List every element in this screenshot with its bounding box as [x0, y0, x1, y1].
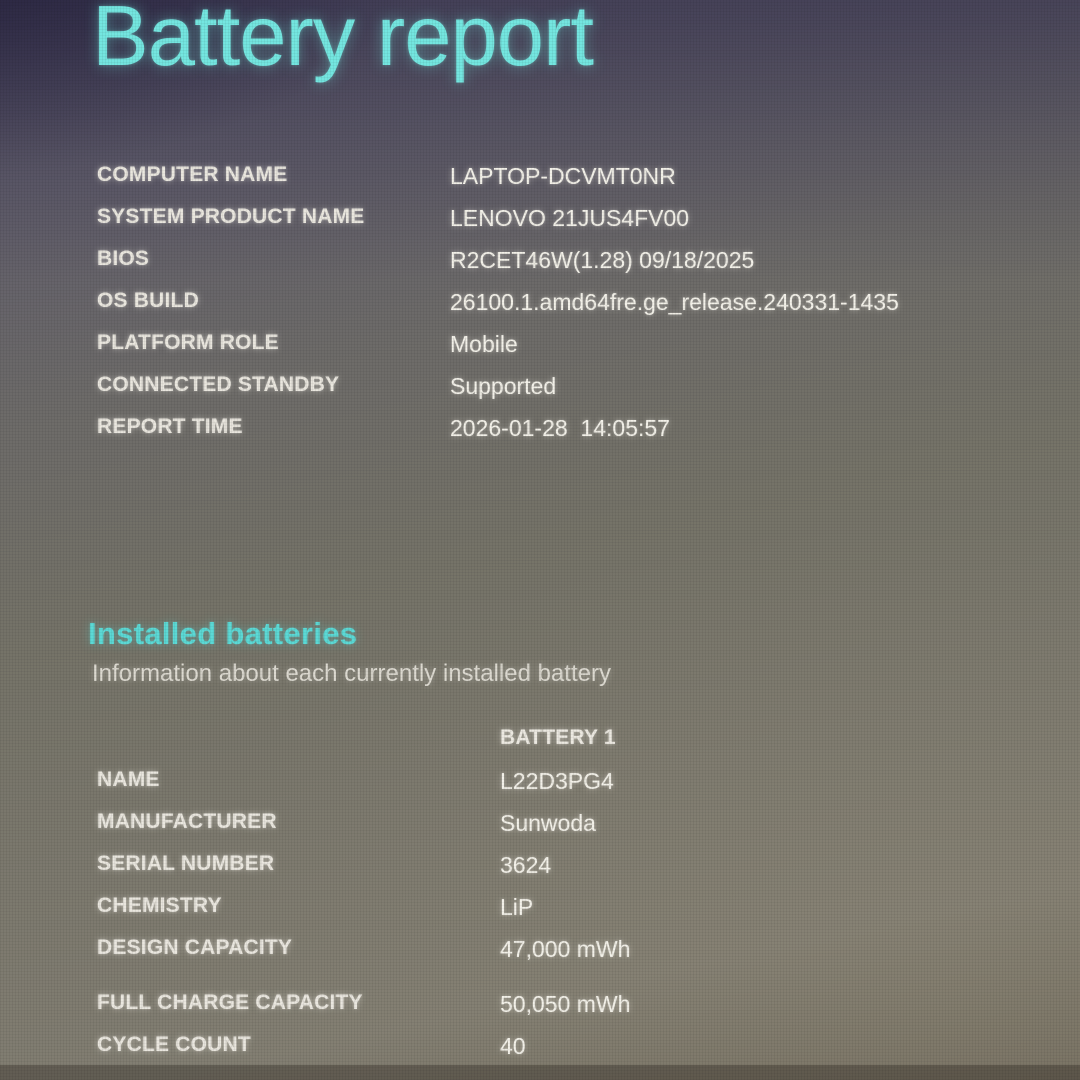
row-value: LiP	[500, 894, 534, 920]
row-value: Supported	[450, 373, 557, 399]
row-value: R2CET46W(1.28) 09/18/2025	[450, 247, 755, 273]
page-title: Battery report	[92, 0, 594, 84]
row-label: SERIAL NUMBER	[97, 852, 275, 875]
row-label: COMPUTER NAME	[97, 163, 288, 186]
row-label: CYCLE COUNT	[97, 1033, 251, 1056]
table-row: CHEMISTRY LiP	[97, 894, 1037, 936]
row-value: 2026-01-28 14:05:57	[450, 415, 670, 441]
table-row: NAME L22D3PG4	[97, 768, 1037, 810]
row-label: SYSTEM PRODUCT NAME	[97, 205, 365, 228]
row-label: OS BUILD	[97, 289, 199, 312]
table-row: BIOS R2CET46W(1.28) 09/18/2025	[97, 247, 1037, 289]
battery-table: BATTERY 1 NAME L22D3PG4 MANUFACTURER Sun…	[97, 726, 1037, 1075]
table-row: CONNECTED STANDBY Supported	[97, 373, 1037, 415]
table-row: FULL CHARGE CAPACITY 50,050 mWh	[97, 991, 1037, 1033]
row-value: 50,050 mWh	[500, 991, 631, 1017]
table-row: MANUFACTURER Sunwoda	[97, 810, 1037, 852]
row-label: NAME	[97, 768, 160, 791]
table-row: OS BUILD 26100.1.amd64fre.ge_release.240…	[97, 289, 1037, 331]
row-value: 26100.1.amd64fre.ge_release.240331-1435	[450, 289, 899, 315]
row-value: 47,000 mWh	[500, 936, 631, 962]
table-row: SERIAL NUMBER 3624	[97, 852, 1037, 894]
row-value: L22D3PG4	[500, 768, 614, 794]
row-value: LENOVO 21JUS4FV00	[450, 205, 690, 231]
row-label: DESIGN CAPACITY	[97, 936, 293, 959]
row-label: MANUFACTURER	[97, 810, 277, 833]
table-row: PLATFORM ROLE Mobile	[97, 331, 1037, 373]
table-row: DESIGN CAPACITY 47,000 mWh	[97, 936, 1037, 978]
row-label: BIOS	[97, 247, 150, 270]
table-row: SYSTEM PRODUCT NAME LENOVO 21JUS4FV00	[97, 205, 1037, 247]
row-value: Mobile	[450, 331, 518, 357]
table-row: REPORT TIME 2026-01-28 14:05:57	[97, 415, 1037, 457]
system-info-table: COMPUTER NAME LAPTOP-DCVMT0NR SYSTEM PRO…	[97, 163, 1037, 457]
row-label: REPORT TIME	[97, 415, 243, 438]
row-label: FULL CHARGE CAPACITY	[97, 991, 363, 1014]
table-row: COMPUTER NAME LAPTOP-DCVMT0NR	[97, 163, 1037, 205]
row-value: 3624	[500, 852, 552, 878]
row-value: Sunwoda	[500, 810, 596, 836]
row-value: LAPTOP-DCVMT0NR	[450, 163, 676, 189]
row-label: PLATFORM ROLE	[97, 331, 279, 354]
row-value: 40	[500, 1033, 526, 1059]
row-label: CONNECTED STANDBY	[97, 373, 340, 396]
table-row: CYCLE COUNT 40	[97, 1033, 1037, 1075]
screen-bottom-shadow	[0, 1065, 1080, 1080]
section-heading-installed-batteries: Installed batteries	[88, 616, 358, 651]
row-label: CHEMISTRY	[97, 894, 222, 917]
section-subtitle: Information about each currently install…	[92, 660, 611, 687]
battery-column-header: BATTERY 1	[500, 726, 616, 749]
table-header-row: BATTERY 1	[97, 726, 1037, 768]
